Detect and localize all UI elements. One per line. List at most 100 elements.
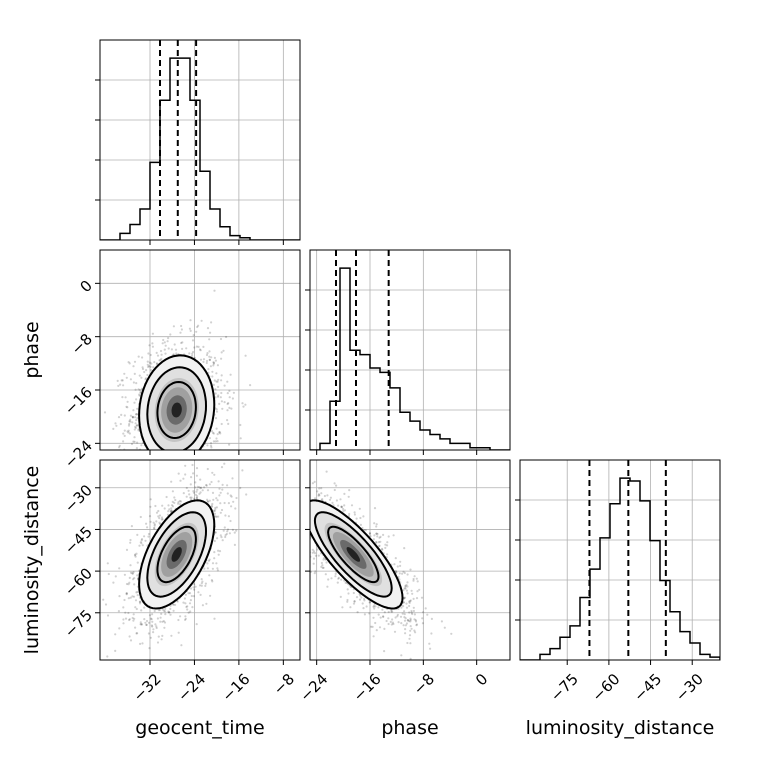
scatter-point <box>300 515 302 517</box>
scatter-point <box>160 357 163 360</box>
scatter-point <box>292 490 294 492</box>
scatter-point <box>149 365 152 368</box>
scatter-point <box>264 490 266 492</box>
scatter-point <box>155 520 158 523</box>
scatter-point <box>220 391 223 395</box>
scatter-point <box>408 634 412 637</box>
contour-0 <box>327 525 380 584</box>
scatter-point <box>379 616 382 619</box>
scatter-point <box>387 617 390 620</box>
histogram-luminosity_distance <box>520 477 720 660</box>
scatter-point <box>202 360 205 363</box>
scatter-point <box>307 514 309 516</box>
scatter-point <box>148 515 152 518</box>
scatter-point <box>184 617 187 620</box>
scatter-point <box>190 587 193 590</box>
scatter-point <box>154 504 157 508</box>
scatter-point <box>160 466 162 468</box>
scatter-point <box>346 588 349 591</box>
scatter-point <box>140 623 143 626</box>
scatter-point <box>156 478 158 480</box>
scatter-point <box>220 422 223 426</box>
scatter-point <box>390 623 393 626</box>
scatter-point <box>214 515 217 518</box>
scatter-point <box>211 375 214 378</box>
scatter-point <box>218 487 221 490</box>
scatter-point <box>200 319 203 322</box>
scatter-point <box>226 380 229 383</box>
scatter-point <box>324 573 327 576</box>
scatter-point <box>137 388 140 391</box>
scatter-point <box>177 618 180 622</box>
scatter-point <box>112 427 115 430</box>
scatter-point <box>386 553 389 556</box>
scatter-point <box>288 477 290 479</box>
scatter-point <box>402 589 405 592</box>
scatter-point <box>394 616 397 619</box>
panel-frame <box>309 459 511 661</box>
axis-label-y-luminosity_distance: luminosity_distance <box>21 466 43 655</box>
scatter-point <box>403 619 407 622</box>
scatter-point <box>392 534 395 537</box>
scatter-point <box>193 497 196 500</box>
scatter-point <box>290 490 292 492</box>
scatter-point <box>159 359 162 362</box>
scatter-point <box>160 452 162 454</box>
scatter-point <box>347 514 351 518</box>
scatter-point <box>129 538 132 542</box>
scatter-point <box>212 361 215 364</box>
scatter-point <box>140 376 143 379</box>
scatter-point <box>409 625 412 628</box>
scatter-point <box>169 509 172 513</box>
scatter-point <box>127 583 130 586</box>
scatter-point <box>303 514 305 516</box>
scatter-point <box>181 457 183 459</box>
scatter-point <box>233 543 236 547</box>
scatter-point <box>193 583 196 586</box>
scatter-point <box>306 541 308 543</box>
scatter-point <box>205 353 209 357</box>
scatter-point <box>208 338 211 341</box>
scatter-point <box>403 596 407 599</box>
scatter-point <box>223 501 226 505</box>
scatter-point <box>219 491 222 494</box>
panel-geocent_time-phase <box>95 249 301 498</box>
scatter-point <box>118 444 121 447</box>
scatter-point <box>222 529 225 532</box>
scatter-point <box>161 342 164 345</box>
scatter-point <box>135 398 138 401</box>
scatter-point <box>147 532 151 536</box>
scatter-point <box>405 622 408 625</box>
scatter-point <box>143 462 145 464</box>
panel-geocent_time-geocent_time <box>95 39 301 245</box>
scatter-point <box>391 618 394 621</box>
scatter-point <box>128 420 131 423</box>
scatter-point <box>197 465 199 467</box>
scatter-point <box>208 451 210 453</box>
scatter-point <box>139 623 142 626</box>
scatter-point <box>164 607 167 611</box>
scatter-point <box>167 610 170 613</box>
axis-label-x-geocent_time: geocent_time <box>135 717 264 739</box>
scatter-point <box>154 456 156 458</box>
scatter-point <box>128 422 131 426</box>
scatter-point <box>377 545 381 548</box>
scatter-point <box>136 496 138 498</box>
scatter-point <box>135 447 138 450</box>
scatter-point <box>129 418 132 421</box>
scatter-point <box>402 624 405 627</box>
scatter-point <box>412 597 415 601</box>
scatter-point <box>180 454 182 456</box>
scatter-point <box>186 456 188 458</box>
scatter-point <box>415 597 419 600</box>
scatter-point <box>286 474 288 476</box>
scatter-point <box>135 413 138 416</box>
histogram-geocent_time <box>100 57 300 240</box>
scatter-point <box>120 379 123 382</box>
scatter-point <box>415 624 418 627</box>
scatter-point <box>157 453 159 455</box>
scatter-point <box>340 578 343 581</box>
scatter-point <box>323 494 326 498</box>
scatter-point <box>404 617 407 620</box>
scatter-point <box>408 611 411 614</box>
